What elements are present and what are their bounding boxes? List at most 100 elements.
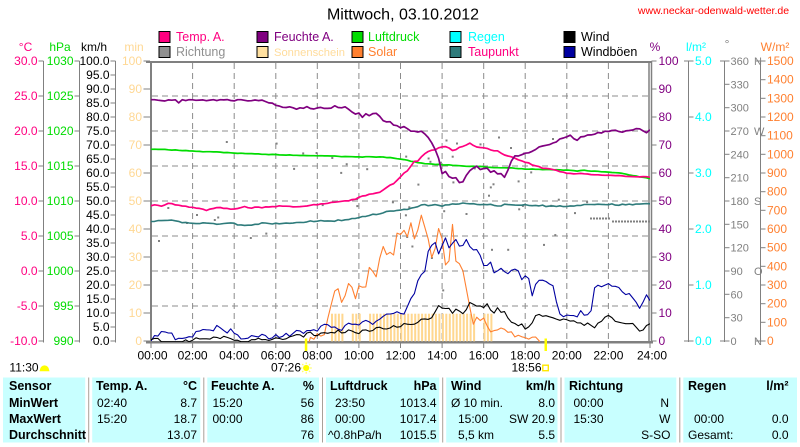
svg-text:995: 995	[53, 299, 73, 313]
svg-text:Luftdruck: Luftdruck	[368, 30, 420, 44]
svg-text:Richtung: Richtung	[176, 45, 225, 59]
svg-text:95.0: 95.0	[86, 68, 110, 82]
svg-text:hPa: hPa	[49, 40, 71, 54]
svg-text:30: 30	[659, 250, 673, 264]
svg-text:120: 120	[731, 243, 749, 255]
svg-text:25.0: 25.0	[14, 89, 38, 103]
svg-text:900: 900	[767, 166, 787, 180]
svg-text:1015.5: 1015.5	[400, 428, 437, 442]
svg-text:02:40: 02:40	[97, 396, 127, 410]
svg-text:Temp. A.: Temp. A.	[96, 379, 147, 393]
svg-text:10:00: 10:00	[344, 349, 374, 363]
svg-text:^0.8hPa/h: ^0.8hPa/h	[328, 428, 382, 442]
svg-text:30: 30	[731, 313, 743, 325]
svg-text:10: 10	[129, 306, 143, 320]
svg-text:40: 40	[129, 222, 143, 236]
svg-text:5.0: 5.0	[695, 54, 712, 68]
svg-text:5,5 km: 5,5 km	[458, 428, 494, 442]
svg-text:Mittwoch, 03.10.2012: Mittwoch, 03.10.2012	[327, 7, 479, 24]
svg-text:50.0: 50.0	[86, 194, 110, 208]
svg-text:55.0: 55.0	[86, 180, 110, 194]
svg-text:5.0: 5.0	[93, 320, 110, 334]
svg-text:25.0: 25.0	[86, 264, 110, 278]
svg-text:Ø 10 min.: Ø 10 min.	[451, 396, 503, 410]
svg-text:1400: 1400	[767, 73, 794, 87]
svg-text:0.0: 0.0	[93, 334, 110, 348]
svg-text:90: 90	[659, 82, 673, 96]
svg-text:00:00: 00:00	[574, 396, 604, 410]
svg-text:30.0: 30.0	[14, 54, 38, 68]
svg-text:10.0: 10.0	[14, 194, 38, 208]
svg-text:08:00: 08:00	[302, 349, 332, 363]
svg-text:12:00: 12:00	[385, 349, 415, 363]
svg-text:90: 90	[129, 82, 143, 96]
svg-text:18.7: 18.7	[174, 412, 198, 426]
svg-text:800: 800	[767, 185, 787, 199]
svg-text:1010: 1010	[47, 194, 74, 208]
svg-text:04:00: 04:00	[219, 349, 249, 363]
svg-text:1100: 1100	[767, 129, 793, 143]
svg-text:20:00: 20:00	[552, 349, 582, 363]
svg-text:70.0: 70.0	[86, 138, 110, 152]
svg-text:3.0: 3.0	[695, 166, 712, 180]
svg-text:S-SO: S-SO	[641, 428, 670, 442]
svg-text:0.0: 0.0	[772, 428, 789, 442]
svg-text:4.0: 4.0	[695, 110, 712, 124]
svg-text:80: 80	[129, 110, 143, 124]
svg-text:18:56: 18:56	[511, 361, 541, 375]
svg-text:360: 360	[731, 56, 749, 68]
svg-text:0: 0	[731, 336, 737, 348]
svg-text:1013.4: 1013.4	[400, 396, 437, 410]
svg-text:1200: 1200	[767, 110, 794, 124]
svg-text:11:30: 11:30	[9, 361, 38, 375]
svg-text:400: 400	[767, 259, 787, 273]
svg-text:15.0: 15.0	[14, 159, 38, 173]
svg-text:N: N	[660, 396, 669, 410]
svg-text:1005: 1005	[47, 229, 74, 243]
svg-text:85.0: 85.0	[86, 96, 110, 110]
svg-text:1020: 1020	[47, 124, 74, 138]
svg-text:°: °	[725, 37, 730, 51]
svg-text:100: 100	[767, 315, 787, 329]
svg-text:200: 200	[767, 297, 787, 311]
svg-text:0: 0	[135, 334, 142, 348]
svg-text:°C: °C	[19, 40, 33, 54]
svg-text:15:20: 15:20	[97, 412, 127, 426]
svg-text:100: 100	[659, 54, 679, 68]
svg-text:86: 86	[301, 412, 315, 426]
svg-text:hPa: hPa	[414, 379, 438, 393]
svg-text:600: 600	[767, 222, 787, 236]
svg-text:20: 20	[659, 278, 673, 292]
svg-text:50: 50	[659, 194, 673, 208]
svg-text:22:00: 22:00	[593, 349, 623, 363]
svg-text:07:26: 07:26	[271, 361, 301, 375]
svg-text:Taupunkt: Taupunkt	[468, 45, 519, 59]
svg-text:W: W	[659, 412, 671, 426]
svg-text:N: N	[754, 56, 762, 68]
svg-text:1030: 1030	[47, 54, 74, 68]
svg-text:40: 40	[659, 222, 673, 236]
svg-text:70: 70	[129, 138, 143, 152]
svg-text:MinWert: MinWert	[9, 396, 59, 410]
svg-text:90.0: 90.0	[86, 82, 110, 96]
svg-text:24:00: 24:00	[637, 349, 667, 363]
svg-text:0.0: 0.0	[21, 264, 38, 278]
svg-text:10.0: 10.0	[86, 306, 110, 320]
svg-text:MaxWert: MaxWert	[9, 412, 62, 426]
svg-text:15:00: 15:00	[458, 412, 488, 426]
svg-text:km/h: km/h	[526, 379, 555, 393]
svg-text:700: 700	[767, 203, 787, 217]
svg-text:15.0: 15.0	[86, 292, 110, 306]
svg-text:Solar: Solar	[368, 45, 397, 59]
svg-text:5.5: 5.5	[538, 428, 555, 442]
svg-text:°C: °C	[183, 379, 197, 393]
svg-text:Sensor: Sensor	[9, 379, 52, 393]
svg-text:100.0: 100.0	[79, 54, 109, 68]
svg-text:Gesamt:: Gesamt:	[688, 428, 733, 442]
svg-text:0: 0	[659, 334, 666, 348]
svg-text:Windböen: Windböen	[581, 45, 637, 59]
svg-text:20.0: 20.0	[14, 124, 38, 138]
svg-text:15:30: 15:30	[574, 412, 604, 426]
svg-text:14:00: 14:00	[427, 349, 457, 363]
svg-text:l/m²: l/m²	[686, 40, 706, 54]
